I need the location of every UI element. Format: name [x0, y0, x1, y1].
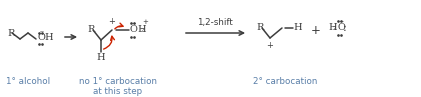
Text: 1,2-shift: 1,2-shift: [197, 17, 233, 26]
Text: Ö: Ö: [38, 33, 46, 42]
Text: H: H: [44, 33, 53, 42]
Text: 2° carbocation: 2° carbocation: [253, 78, 317, 87]
Text: +: +: [311, 23, 321, 36]
Text: no 1° carbocation: no 1° carbocation: [79, 78, 157, 87]
Text: H: H: [293, 23, 301, 32]
FancyArrowPatch shape: [115, 23, 123, 29]
Text: Ö: Ö: [130, 26, 138, 35]
Text: 1° alcohol: 1° alcohol: [6, 78, 50, 87]
Text: ₂: ₂: [141, 26, 144, 34]
Text: Ö: Ö: [337, 23, 345, 32]
FancyArrowPatch shape: [104, 36, 115, 49]
Text: :: :: [343, 23, 347, 33]
Text: H: H: [328, 23, 337, 32]
Text: R: R: [256, 23, 264, 32]
Text: H: H: [97, 52, 105, 61]
Text: ₂: ₂: [333, 24, 336, 32]
Text: +: +: [142, 19, 148, 25]
Text: +: +: [266, 42, 273, 51]
Text: at this step: at this step: [93, 87, 143, 97]
Text: H: H: [137, 26, 146, 35]
Text: R: R: [87, 26, 94, 35]
Text: R: R: [7, 29, 14, 38]
Text: +: +: [109, 17, 115, 26]
